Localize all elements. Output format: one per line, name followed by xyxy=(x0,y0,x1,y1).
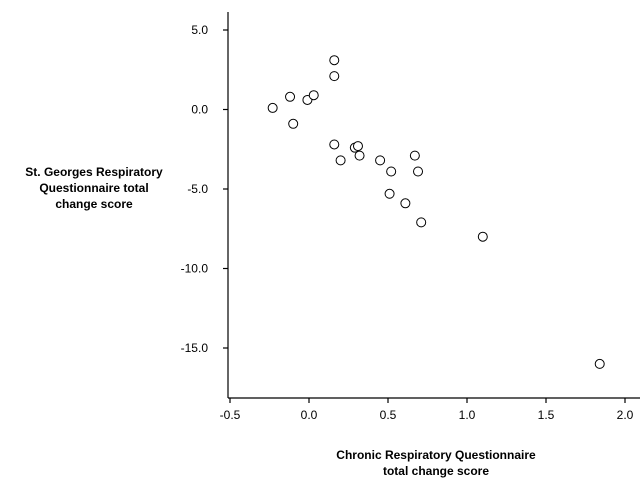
y-axis-title: St. Georges Respiratory Questionnaire tot… xyxy=(25,165,163,211)
plot-frame xyxy=(227,12,640,399)
data-point xyxy=(288,118,299,129)
data-point xyxy=(335,155,346,166)
data-point xyxy=(477,231,488,242)
y-tick-label: -15.0 xyxy=(181,341,209,355)
x-tick-label: 0.0 xyxy=(301,408,318,422)
data-point xyxy=(384,188,395,199)
x-tick-label: 0.5 xyxy=(380,408,397,422)
x-tick-label: -0.5 xyxy=(220,408,241,422)
axis-title-line: St. Georges Respiratory xyxy=(25,165,163,179)
x-axis-ticks: -0.5 0.0 0.5 1.0 1.5 2.0 xyxy=(220,398,634,422)
y-tick-label: -10.0 xyxy=(181,262,209,276)
data-point xyxy=(329,71,340,82)
data-point xyxy=(386,166,397,177)
data-point xyxy=(416,217,427,228)
data-points xyxy=(267,55,605,369)
data-point xyxy=(308,90,319,101)
data-point xyxy=(329,139,340,150)
y-tick-label: 5.0 xyxy=(191,23,208,37)
axis-title-line: total change score xyxy=(383,464,489,478)
axis-title-line: Chronic Respiratory Questionnaire xyxy=(336,448,536,462)
x-tick-label: 2.0 xyxy=(617,408,634,422)
axis-title-line: Questionnaire total xyxy=(39,181,148,195)
y-axis-ticks: 5.0 0.0 -5.0 -10.0 -15.0 xyxy=(181,23,228,355)
data-point xyxy=(400,198,411,209)
data-point xyxy=(285,91,296,102)
data-point xyxy=(329,55,340,66)
x-tick-label: 1.5 xyxy=(538,408,555,422)
data-point xyxy=(409,150,420,161)
y-tick-label: -5.0 xyxy=(187,182,208,196)
data-point xyxy=(352,141,363,152)
data-point xyxy=(594,358,605,369)
x-tick-label: 1.0 xyxy=(459,408,476,422)
x-axis-title: Chronic Respiratory Questionnaire total c… xyxy=(336,448,536,478)
data-point xyxy=(375,155,386,166)
y-tick-label: 0.0 xyxy=(191,103,208,117)
data-point xyxy=(413,166,424,177)
data-point xyxy=(354,150,365,161)
axis-title-line: change score xyxy=(55,197,133,211)
data-point xyxy=(267,102,278,113)
